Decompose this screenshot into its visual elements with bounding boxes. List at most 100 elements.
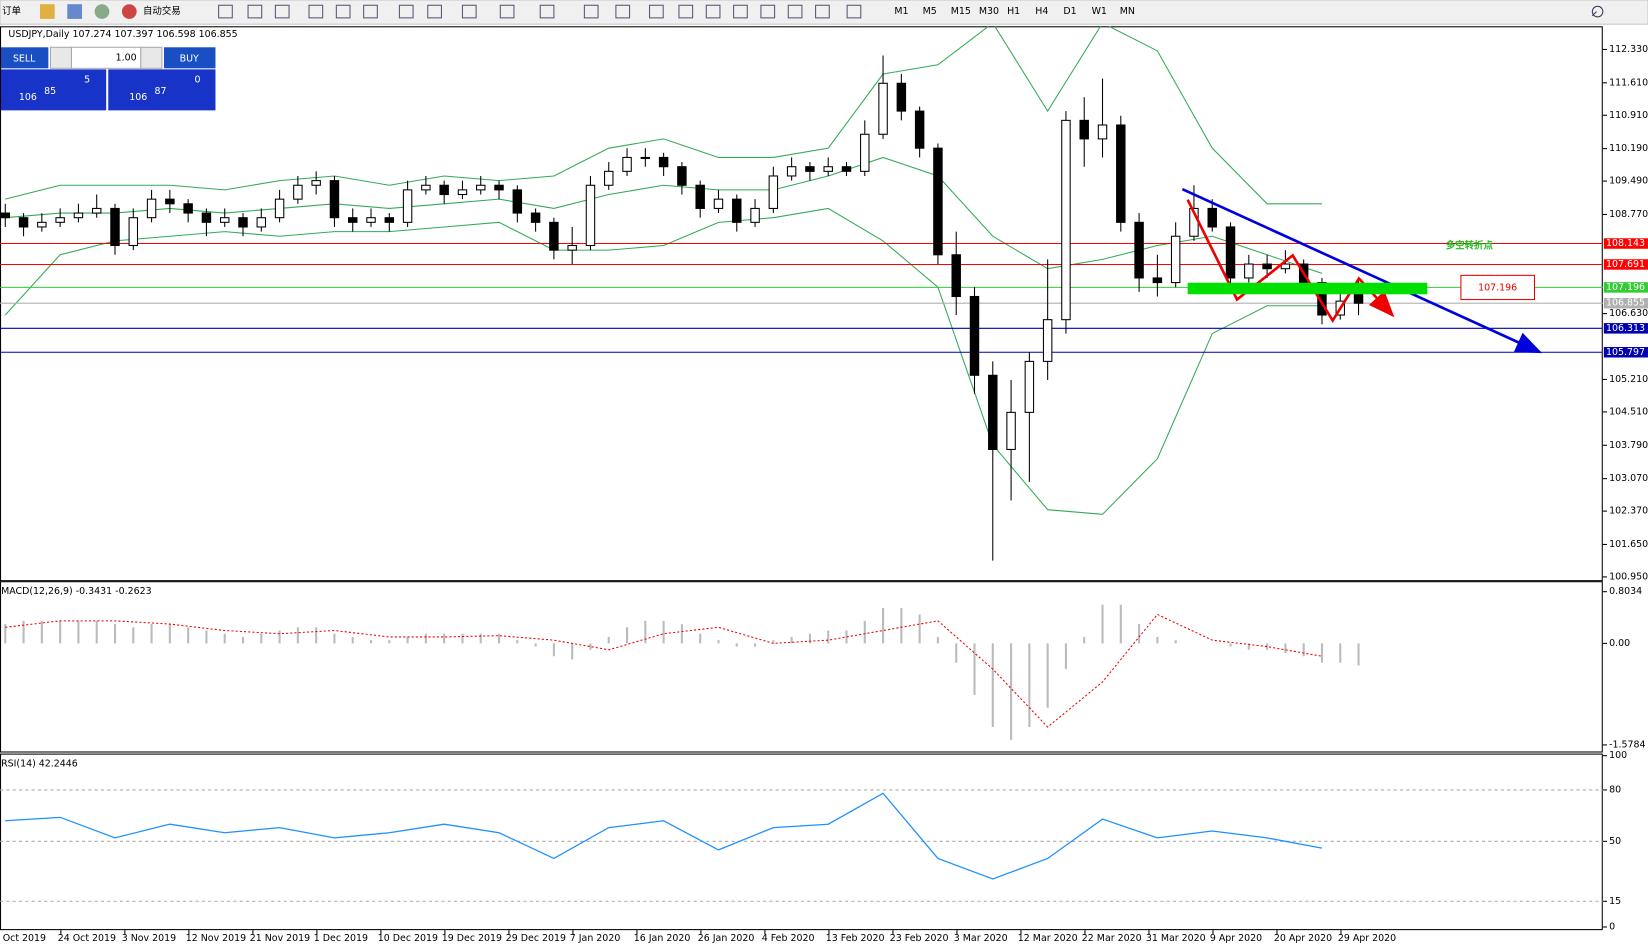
timeframe-button[interactable]: M1	[894, 6, 908, 17]
tool-icon[interactable]	[615, 4, 631, 19]
buy-button[interactable]	[163, 47, 216, 69]
candle-body	[293, 184, 303, 200]
x-tick-label: 26 Jan 2020	[698, 933, 755, 944]
ask-panel[interactable]	[108, 69, 216, 111]
icon[interactable]	[94, 4, 110, 19]
macd-bar	[77, 620, 80, 644]
x-tick-label: 29 Apr 2020	[1338, 933, 1396, 944]
macd-bar	[552, 643, 555, 657]
y-tick-label: 106.630	[1609, 308, 1648, 319]
auto-trade-icon[interactable]	[121, 4, 137, 19]
tool-icon[interactable]	[308, 4, 324, 19]
tool-icon[interactable]	[787, 4, 803, 19]
macd-bar	[333, 633, 336, 644]
tool-icon[interactable]	[247, 4, 263, 19]
candle-body	[713, 198, 724, 209]
bid-pips: 85	[44, 86, 56, 97]
tool-icon[interactable]	[733, 4, 748, 19]
tool-icon[interactable]	[363, 4, 378, 19]
order-button[interactable]: 订单	[2, 5, 21, 17]
tool-icon[interactable]	[499, 4, 515, 19]
tool-icon[interactable]	[760, 4, 776, 19]
sell-label: SELL	[13, 53, 36, 64]
timeframe-button[interactable]: H1	[1007, 6, 1020, 17]
y-tick-label: 112.330	[1609, 44, 1648, 55]
bollinger-upper	[5, 26, 1322, 205]
y-tick-label: 50	[1609, 836, 1621, 847]
tool-icon[interactable]	[539, 4, 555, 19]
candle-body	[1170, 235, 1181, 284]
timeframe-button[interactable]: M15	[951, 6, 971, 17]
macd-bar	[754, 643, 757, 647]
macd-bar	[315, 627, 318, 644]
macd-bar	[479, 633, 482, 644]
macd-bar	[406, 636, 409, 644]
y-tick-label: 100.950	[1609, 571, 1648, 582]
macd-bar	[1339, 643, 1342, 663]
macd-bar	[296, 627, 299, 644]
y-tick-label: -1.5784	[1609, 739, 1645, 750]
macd-bar	[955, 643, 958, 663]
candle-body	[311, 180, 321, 186]
bid-fraction: 5	[84, 74, 90, 85]
candle-body	[604, 170, 614, 186]
macd-pane	[0, 581, 1603, 753]
candle-body	[73, 212, 84, 219]
tool-icon[interactable]	[427, 4, 442, 19]
candle-body	[0, 212, 11, 219]
lot-up[interactable]	[140, 46, 163, 69]
tool-icon[interactable]	[398, 4, 414, 19]
icon[interactable]	[39, 4, 55, 19]
tool-icon[interactable]	[846, 4, 862, 19]
macd-bar	[1284, 643, 1287, 654]
macd-bar	[461, 633, 464, 644]
y-tick-label: 0.00	[1609, 638, 1630, 649]
tool-icon[interactable]	[705, 4, 721, 19]
macd-bar	[1247, 643, 1250, 650]
timeframe-button[interactable]: H4	[1035, 6, 1048, 17]
y-tick-label: 0	[1609, 921, 1615, 932]
candle-body	[549, 221, 559, 251]
candle-body	[933, 147, 943, 256]
x-tick-label: 3 Nov 2019	[122, 933, 176, 944]
tool-icon[interactable]	[274, 4, 290, 19]
bid-panel[interactable]	[0, 69, 107, 111]
candle-body	[1280, 263, 1291, 270]
macd-bar	[534, 643, 537, 647]
tool-icon[interactable]	[461, 4, 477, 19]
macd-bar	[1083, 636, 1086, 644]
macd-bar	[223, 633, 226, 644]
candle-body	[512, 189, 523, 214]
icon[interactable]	[67, 4, 82, 19]
timeframe-button[interactable]: M30	[979, 6, 999, 17]
macd-bar	[772, 640, 775, 644]
y-tick-label: 105.210	[1609, 374, 1648, 385]
auto-trade-button[interactable]: 自动交易	[143, 5, 181, 17]
macd-bar	[1028, 643, 1031, 728]
candle-body	[274, 198, 285, 219]
search-icon[interactable]	[1591, 5, 1604, 18]
tool-icon[interactable]	[678, 4, 694, 19]
tool-icon[interactable]	[335, 4, 351, 19]
lot-down[interactable]	[49, 46, 73, 69]
candle-body	[1097, 124, 1108, 140]
candle-body	[1024, 360, 1035, 413]
y-tick-label: 102.370	[1609, 506, 1648, 517]
rsi-header: RSI(14) 42.2446	[1, 759, 78, 770]
timeframe-button[interactable]: MN	[1120, 6, 1135, 17]
tool-icon[interactable]	[649, 4, 664, 19]
candle-body	[494, 184, 504, 191]
x-tick-label: 24 Oct 2019	[58, 933, 116, 944]
annotation-text: 多空转折点	[1446, 239, 1494, 251]
candle-body	[146, 198, 157, 219]
candle-body	[476, 184, 486, 191]
sell-button[interactable]	[0, 47, 49, 69]
timeframe-button[interactable]: W1	[1092, 6, 1107, 17]
timeframe-button[interactable]: D1	[1063, 6, 1076, 17]
tool-icon[interactable]	[218, 4, 233, 19]
macd-bar	[680, 624, 683, 644]
timeframe-button[interactable]: M5	[923, 6, 937, 17]
tool-icon[interactable]	[583, 4, 599, 19]
tool-icon[interactable]	[815, 4, 830, 19]
